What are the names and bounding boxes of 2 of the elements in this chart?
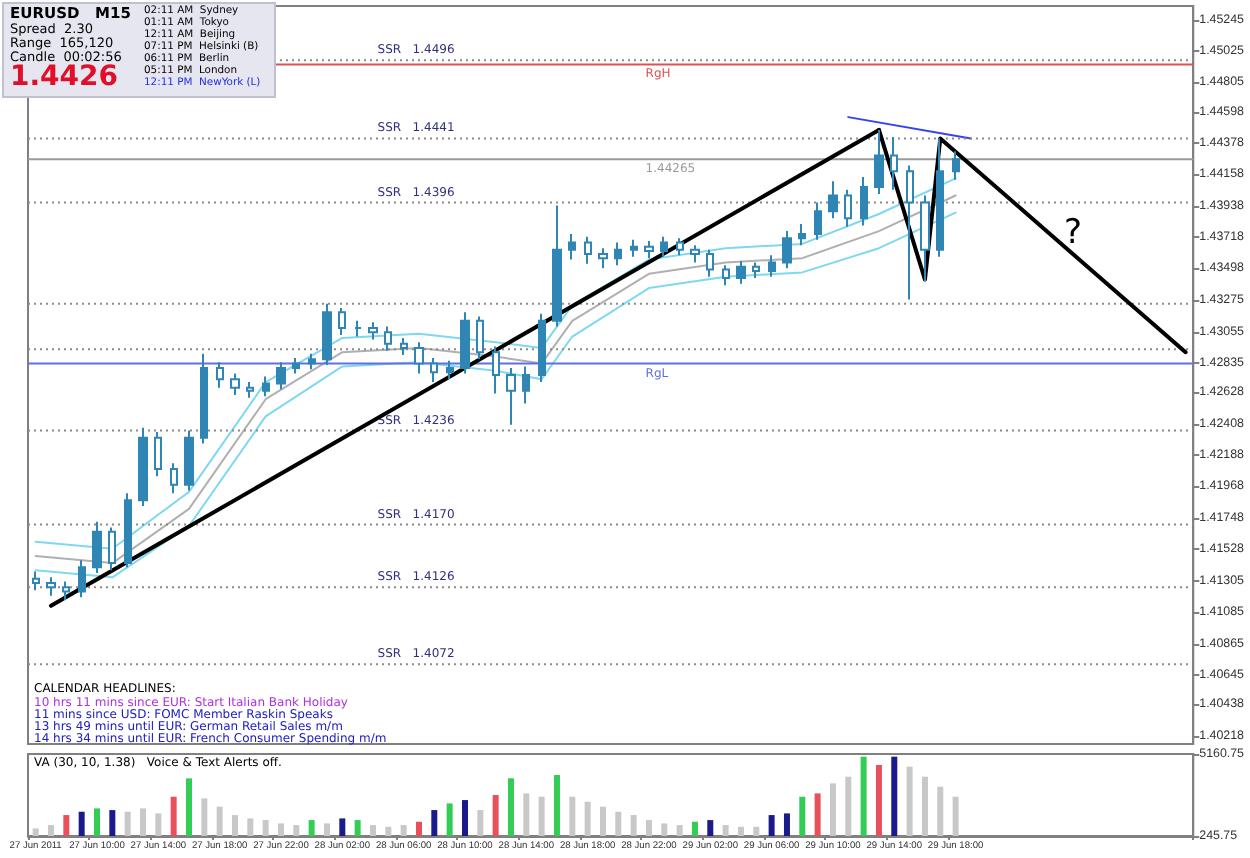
- annotation: 1.4426: [10, 61, 119, 94]
- annotation: ?: [1064, 212, 1083, 253]
